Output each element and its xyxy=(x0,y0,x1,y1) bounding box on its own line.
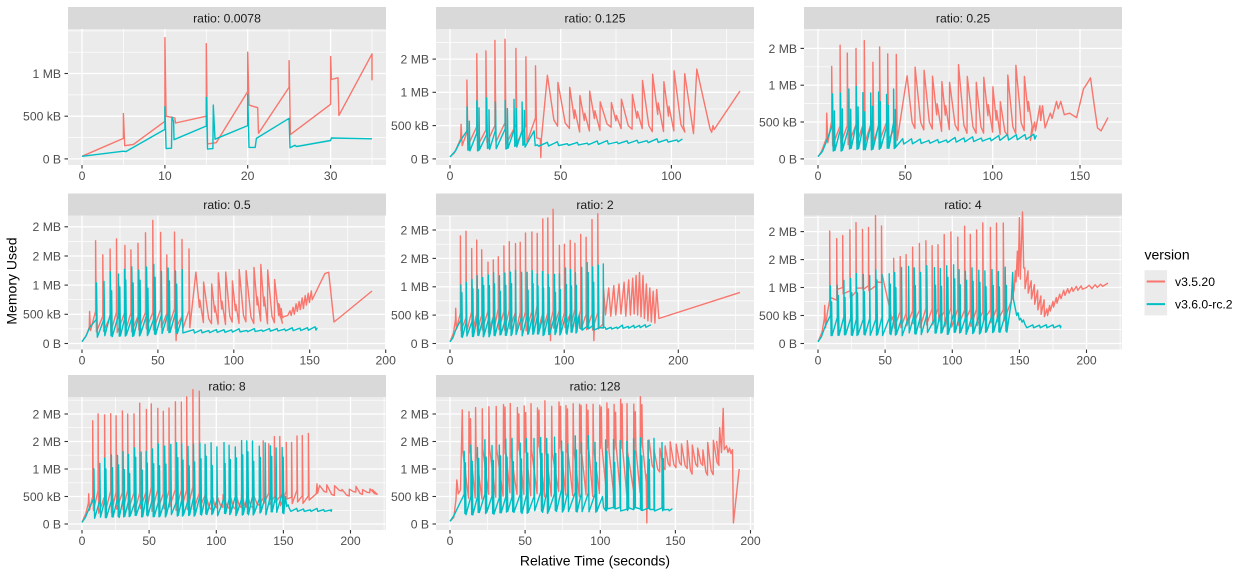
svg-text:0: 0 xyxy=(447,169,454,183)
svg-text:version: version xyxy=(1145,247,1190,263)
svg-text:2 MB: 2 MB xyxy=(33,407,61,421)
svg-text:150: 150 xyxy=(665,534,686,548)
svg-text:10: 10 xyxy=(158,169,172,183)
svg-text:500 kB: 500 kB xyxy=(391,490,429,504)
svg-text:0 B: 0 B xyxy=(43,337,61,351)
svg-text:ratio: 128: ratio: 128 xyxy=(570,380,621,394)
svg-text:50: 50 xyxy=(554,169,568,183)
svg-text:2 MB: 2 MB xyxy=(401,252,429,266)
svg-text:200: 200 xyxy=(740,534,761,548)
svg-text:200: 200 xyxy=(376,354,397,368)
svg-text:ratio: 0.5: ratio: 0.5 xyxy=(203,198,251,212)
svg-text:150: 150 xyxy=(1070,169,1091,183)
svg-text:0: 0 xyxy=(815,354,822,368)
svg-text:0: 0 xyxy=(815,169,822,183)
svg-text:ratio: 0.0078: ratio: 0.0078 xyxy=(193,12,261,26)
svg-text:150: 150 xyxy=(273,534,294,548)
svg-text:100: 100 xyxy=(590,534,611,548)
svg-text:50: 50 xyxy=(518,534,532,548)
svg-text:50: 50 xyxy=(878,354,892,368)
svg-text:200: 200 xyxy=(668,354,689,368)
svg-text:500 kB: 500 kB xyxy=(23,308,61,322)
svg-text:2 MB: 2 MB xyxy=(769,225,797,239)
svg-text:2 MB: 2 MB xyxy=(769,42,797,56)
svg-text:500 kB: 500 kB xyxy=(759,115,797,129)
svg-text:2 MB: 2 MB xyxy=(401,223,429,237)
svg-text:200: 200 xyxy=(340,534,361,548)
svg-text:30: 30 xyxy=(324,169,338,183)
svg-text:500 kB: 500 kB xyxy=(759,309,797,323)
svg-text:0: 0 xyxy=(79,354,86,368)
svg-text:200: 200 xyxy=(1076,354,1097,368)
svg-text:0: 0 xyxy=(79,534,86,548)
svg-text:500 kB: 500 kB xyxy=(23,490,61,504)
svg-text:150: 150 xyxy=(300,354,321,368)
svg-text:100: 100 xyxy=(224,354,245,368)
svg-text:v3.6.0-rc.2: v3.6.0-rc.2 xyxy=(1175,298,1233,312)
svg-text:ratio: 0.25: ratio: 0.25 xyxy=(936,12,990,26)
svg-text:0 B: 0 B xyxy=(779,152,797,166)
svg-text:2 MB: 2 MB xyxy=(33,249,61,263)
svg-text:1 MB: 1 MB xyxy=(33,67,61,81)
svg-text:0 B: 0 B xyxy=(411,517,429,531)
svg-text:100: 100 xyxy=(942,354,963,368)
svg-text:20: 20 xyxy=(241,169,255,183)
svg-text:500 kB: 500 kB xyxy=(23,110,61,124)
svg-text:0: 0 xyxy=(447,354,454,368)
svg-text:150: 150 xyxy=(1009,354,1030,368)
svg-text:0 B: 0 B xyxy=(43,152,61,166)
svg-text:1 MB: 1 MB xyxy=(401,462,429,476)
svg-text:0 B: 0 B xyxy=(411,337,429,351)
svg-text:0 B: 0 B xyxy=(43,517,61,531)
svg-text:100: 100 xyxy=(206,534,227,548)
svg-text:100: 100 xyxy=(554,354,575,368)
svg-text:0: 0 xyxy=(79,169,86,183)
svg-text:2 MB: 2 MB xyxy=(33,220,61,234)
svg-text:1 MB: 1 MB xyxy=(401,280,429,294)
svg-text:2 MB: 2 MB xyxy=(33,435,61,449)
svg-text:v3.5.20: v3.5.20 xyxy=(1175,275,1215,289)
svg-text:1 MB: 1 MB xyxy=(769,281,797,295)
svg-text:2 MB: 2 MB xyxy=(769,253,797,267)
svg-text:1 MB: 1 MB xyxy=(33,279,61,293)
svg-text:500 kB: 500 kB xyxy=(391,119,429,133)
svg-text:1 MB: 1 MB xyxy=(401,86,429,100)
svg-text:50: 50 xyxy=(151,354,165,368)
svg-text:2 MB: 2 MB xyxy=(401,435,429,449)
svg-text:Relative Time (seconds): Relative Time (seconds) xyxy=(520,553,670,569)
svg-text:100: 100 xyxy=(661,169,682,183)
svg-text:500 kB: 500 kB xyxy=(391,309,429,323)
svg-text:1 MB: 1 MB xyxy=(33,462,61,476)
svg-text:1 MB: 1 MB xyxy=(769,79,797,93)
svg-text:2 MB: 2 MB xyxy=(401,407,429,421)
svg-text:50: 50 xyxy=(142,534,156,548)
svg-text:ratio: 4: ratio: 4 xyxy=(944,198,981,212)
svg-text:ratio: 2: ratio: 2 xyxy=(576,198,613,212)
svg-text:2 MB: 2 MB xyxy=(401,53,429,67)
svg-text:0 B: 0 B xyxy=(779,337,797,351)
svg-text:100: 100 xyxy=(983,169,1004,183)
svg-text:50: 50 xyxy=(899,169,913,183)
svg-text:0 B: 0 B xyxy=(411,152,429,166)
svg-text:0: 0 xyxy=(447,534,454,548)
svg-text:ratio: 8: ratio: 8 xyxy=(208,380,245,394)
svg-text:ratio: 0.125: ratio: 0.125 xyxy=(565,12,626,26)
svg-text:Memory Used: Memory Used xyxy=(4,237,20,324)
